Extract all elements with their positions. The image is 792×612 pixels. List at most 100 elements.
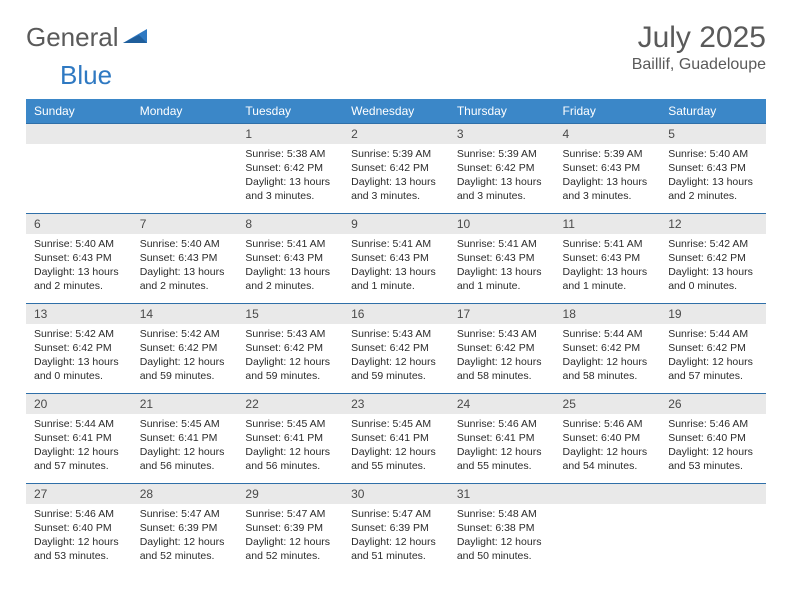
day-number: 3 xyxy=(449,124,555,144)
day-cell-number: 1 xyxy=(237,123,343,144)
day-number: 9 xyxy=(343,214,449,234)
day-cell-number: 16 xyxy=(343,303,449,324)
sunrise-text: Sunrise: 5:43 AM xyxy=(245,327,335,341)
day-number: 24 xyxy=(449,394,555,414)
sunset-text: Sunset: 6:41 PM xyxy=(351,431,441,445)
week-body-row: Sunrise: 5:38 AMSunset: 6:42 PM Daylight:… xyxy=(26,144,766,214)
sunset-text: Sunset: 6:42 PM xyxy=(34,341,124,355)
day-details: Sunrise: 5:42 AMSunset: 6:42 PMDaylight:… xyxy=(660,234,766,303)
day-cell-number: 25 xyxy=(555,393,661,414)
day-details: Sunrise: 5:40 AMSunset: 6:43 PMDaylight:… xyxy=(26,234,132,303)
day-number: 27 xyxy=(26,484,132,504)
title-block: July 2025 Baillif, Guadeloupe xyxy=(632,22,766,74)
day-cell-number: 13 xyxy=(26,303,132,324)
daylight-text: Daylight: 12 hours and 59 minutes. xyxy=(245,355,335,383)
day-number: 4 xyxy=(555,124,661,144)
day-details: Sunrise: 5:41 AMSunset: 6:43 PMDaylight:… xyxy=(237,234,343,303)
daylight-text: Daylight: 12 hours and 55 minutes. xyxy=(457,445,547,473)
day-number: 10 xyxy=(449,214,555,234)
day-cell-body: Sunrise: 5:40 AMSunset: 6:43 PMDaylight:… xyxy=(132,234,238,304)
weekday-header: Tuesday xyxy=(237,99,343,124)
calendar-table: Sunday Monday Tuesday Wednesday Thursday… xyxy=(26,99,766,573)
sunset-text: Sunset: 6:42 PM xyxy=(668,341,758,355)
sunset-text: Sunset: 6:39 PM xyxy=(245,521,335,535)
day-number xyxy=(132,124,238,144)
day-cell-number: 9 xyxy=(343,213,449,234)
daylight-text: Daylight: 13 hours and 3 minutes. xyxy=(457,175,547,203)
day-details xyxy=(132,144,238,213)
day-number: 12 xyxy=(660,214,766,234)
day-cell-body: Sunrise: 5:40 AMSunset: 6:43 PMDaylight:… xyxy=(660,144,766,214)
sunrise-text: Sunrise: 5:39 AM xyxy=(351,147,441,161)
sunset-text: Sunset: 6:40 PM xyxy=(563,431,653,445)
daylight-text: Daylight: 13 hours and 2 minutes. xyxy=(245,265,335,293)
week-daynum-row: 12345 xyxy=(26,123,766,144)
day-details: Sunrise: 5:41 AMSunset: 6:43 PMDaylight:… xyxy=(555,234,661,303)
day-details: Sunrise: 5:42 AMSunset: 6:42 PMDaylight:… xyxy=(26,324,132,393)
brand-logo: General xyxy=(26,22,149,53)
daylight-text: Daylight: 13 hours and 2 minutes. xyxy=(34,265,124,293)
day-cell-body xyxy=(660,504,766,573)
day-number: 23 xyxy=(343,394,449,414)
daylight-text: Daylight: 13 hours and 2 minutes. xyxy=(668,175,758,203)
day-details xyxy=(555,504,661,573)
day-cell-number xyxy=(132,123,238,144)
daylight-text: Daylight: 12 hours and 52 minutes. xyxy=(245,535,335,563)
sunset-text: Sunset: 6:42 PM xyxy=(245,161,335,175)
day-cell-number: 26 xyxy=(660,393,766,414)
day-cell-body: Sunrise: 5:46 AMSunset: 6:40 PMDaylight:… xyxy=(555,414,661,484)
sunset-text: Sunset: 6:43 PM xyxy=(668,161,758,175)
day-number: 25 xyxy=(555,394,661,414)
day-number xyxy=(555,484,661,504)
day-cell-number: 21 xyxy=(132,393,238,414)
day-details: Sunrise: 5:43 AMSunset: 6:42 PMDaylight:… xyxy=(449,324,555,393)
week-daynum-row: 20212223242526 xyxy=(26,393,766,414)
day-cell-body: Sunrise: 5:46 AMSunset: 6:40 PMDaylight:… xyxy=(26,504,132,573)
brand-part2: Blue xyxy=(60,60,112,90)
week-daynum-row: 2728293031 xyxy=(26,483,766,504)
sunrise-text: Sunrise: 5:47 AM xyxy=(351,507,441,521)
sunset-text: Sunset: 6:42 PM xyxy=(140,341,230,355)
day-details: Sunrise: 5:46 AMSunset: 6:40 PMDaylight:… xyxy=(660,414,766,483)
sunset-text: Sunset: 6:42 PM xyxy=(351,341,441,355)
sunset-text: Sunset: 6:41 PM xyxy=(457,431,547,445)
day-details: Sunrise: 5:38 AMSunset: 6:42 PMDaylight:… xyxy=(237,144,343,213)
daylight-text: Daylight: 12 hours and 58 minutes. xyxy=(563,355,653,383)
sunrise-text: Sunrise: 5:45 AM xyxy=(245,417,335,431)
day-details: Sunrise: 5:40 AMSunset: 6:43 PMDaylight:… xyxy=(660,144,766,213)
day-cell-number: 24 xyxy=(449,393,555,414)
sunset-text: Sunset: 6:43 PM xyxy=(245,251,335,265)
day-cell-number: 3 xyxy=(449,123,555,144)
day-cell-number: 17 xyxy=(449,303,555,324)
day-number: 5 xyxy=(660,124,766,144)
day-cell-number: 20 xyxy=(26,393,132,414)
day-cell-body: Sunrise: 5:43 AMSunset: 6:42 PMDaylight:… xyxy=(343,324,449,394)
sunrise-text: Sunrise: 5:42 AM xyxy=(34,327,124,341)
day-details: Sunrise: 5:46 AMSunset: 6:40 PMDaylight:… xyxy=(555,414,661,483)
sunset-text: Sunset: 6:42 PM xyxy=(668,251,758,265)
day-cell-number: 29 xyxy=(237,483,343,504)
day-details: Sunrise: 5:45 AMSunset: 6:41 PMDaylight:… xyxy=(343,414,449,483)
daylight-text: Daylight: 12 hours and 53 minutes. xyxy=(34,535,124,563)
day-cell-body: Sunrise: 5:42 AMSunset: 6:42 PMDaylight:… xyxy=(26,324,132,394)
day-details: Sunrise: 5:47 AMSunset: 6:39 PMDaylight:… xyxy=(132,504,238,573)
day-cell-number: 28 xyxy=(132,483,238,504)
day-number: 1 xyxy=(237,124,343,144)
day-cell-number: 22 xyxy=(237,393,343,414)
week-daynum-row: 6789101112 xyxy=(26,213,766,234)
daylight-text: Daylight: 12 hours and 52 minutes. xyxy=(140,535,230,563)
sunrise-text: Sunrise: 5:38 AM xyxy=(245,147,335,161)
day-number: 20 xyxy=(26,394,132,414)
day-cell-body: Sunrise: 5:43 AMSunset: 6:42 PMDaylight:… xyxy=(449,324,555,394)
day-number: 21 xyxy=(132,394,238,414)
day-cell-number xyxy=(660,483,766,504)
daylight-text: Daylight: 12 hours and 53 minutes. xyxy=(668,445,758,473)
daylight-text: Daylight: 13 hours and 1 minute. xyxy=(351,265,441,293)
day-cell-number: 27 xyxy=(26,483,132,504)
sunrise-text: Sunrise: 5:43 AM xyxy=(351,327,441,341)
sunset-text: Sunset: 6:41 PM xyxy=(34,431,124,445)
weekday-header: Thursday xyxy=(449,99,555,124)
day-details: Sunrise: 5:47 AMSunset: 6:39 PMDaylight:… xyxy=(343,504,449,573)
daylight-text: Daylight: 12 hours and 59 minutes. xyxy=(351,355,441,383)
sunrise-text: Sunrise: 5:47 AM xyxy=(140,507,230,521)
